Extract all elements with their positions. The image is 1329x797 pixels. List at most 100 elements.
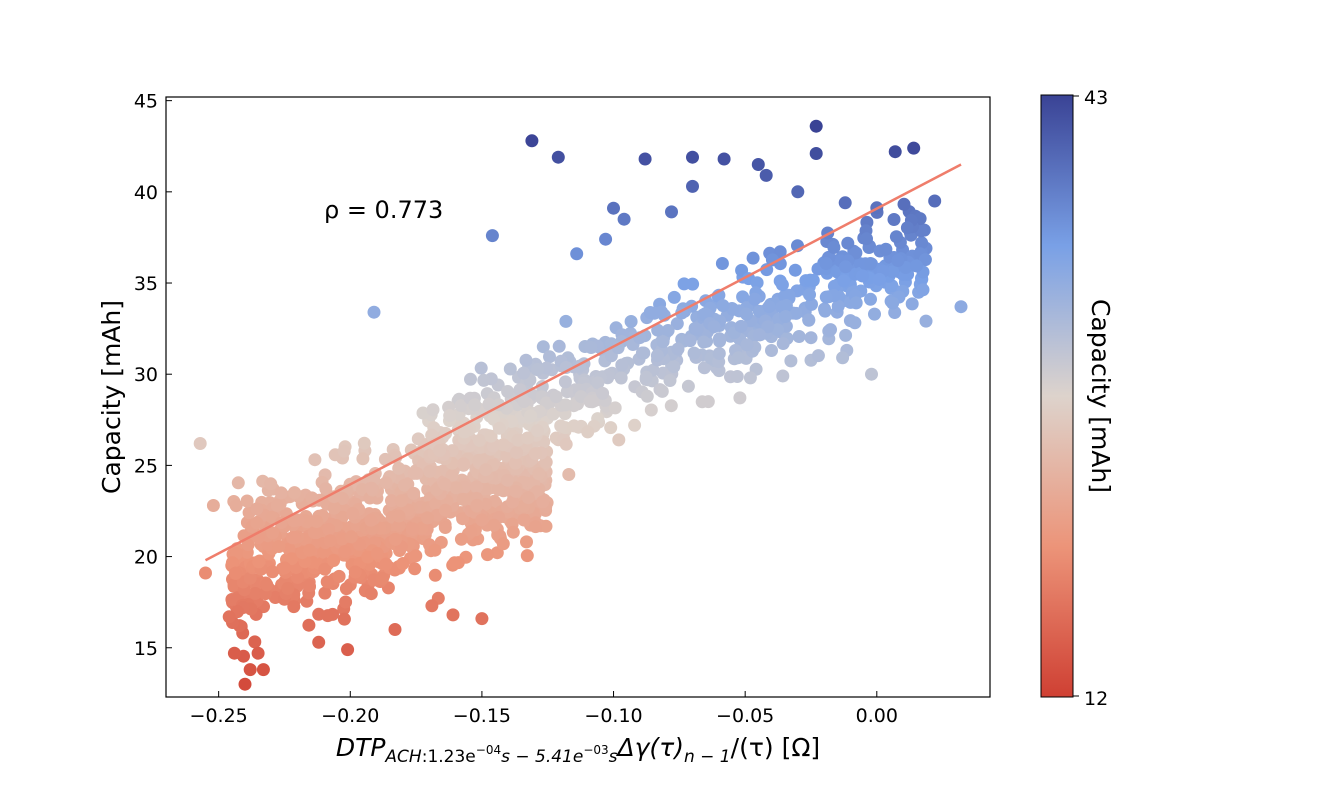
data-point [240,494,254,508]
x-tick-label: −0.10 [584,705,642,727]
data-point [285,552,299,566]
data-point [517,395,531,408]
data-point [919,314,933,328]
data-point [199,566,212,580]
data-point [900,221,914,235]
data-point [599,232,613,246]
data-point [809,147,823,160]
data-point [839,328,853,342]
data-point [640,389,654,403]
data-point [487,518,501,532]
data-point [604,421,618,435]
data-point [270,499,284,512]
data-point [831,299,845,313]
data-point [389,451,403,464]
data-point [697,335,711,349]
data-point [438,503,452,517]
data-point [370,547,384,560]
data-point [736,290,750,304]
data-point [891,254,905,267]
x-label-sup-1: −04 [476,743,501,757]
data-point [364,587,378,601]
data-point [615,358,629,372]
data-point [651,323,665,337]
x-axis: −0.25 −0.20 −0.15 −0.10 −0.05 0.00 [190,691,898,727]
data-point [552,339,566,353]
data-point [423,464,437,478]
data-point [849,296,863,310]
data-point [344,530,358,544]
x-label-sub-a: ACH [384,747,421,767]
data-point [506,525,520,539]
data-point [524,409,538,423]
data-point [650,349,664,363]
data-point [445,468,459,482]
data-point [836,351,850,365]
data-point [322,522,336,536]
data-point [776,337,790,350]
data-point [318,562,332,576]
data-point [909,259,923,273]
data-point [529,520,543,534]
data-point [583,395,597,409]
data-point [789,306,803,320]
data-point [655,305,668,319]
data-point [748,292,762,306]
data-point [918,253,932,267]
data-point [686,150,699,164]
data-point [730,370,744,383]
data-point [264,477,278,491]
data-points [193,119,968,691]
data-point [454,399,468,413]
data-point [357,436,371,450]
data-point [558,375,572,389]
data-point [713,332,726,346]
data-point [482,397,496,411]
data-point [394,494,408,508]
data-point [454,532,468,546]
x-tick-label: −0.05 [716,705,774,727]
data-point [838,196,852,210]
plot-area-frame [165,96,991,698]
data-point [392,519,406,533]
data-point [406,522,420,536]
data-point [581,425,595,439]
data-point [506,495,520,509]
data-point [529,447,542,461]
data-point [743,371,757,385]
data-point [272,540,286,553]
data-point [206,499,220,512]
data-point [928,194,942,208]
data-point [302,618,316,632]
data-point [225,556,239,570]
data-point [543,350,556,364]
data-point [287,600,301,614]
data-point [396,557,410,570]
data-point [637,346,651,360]
data-point [428,568,442,582]
data-point [864,292,877,306]
data-point [779,310,793,323]
data-point [302,543,316,557]
data-point [458,425,471,439]
data-point [562,468,576,481]
data-point [477,373,491,387]
data-point [824,323,837,337]
data-point [339,582,353,596]
data-point [484,429,498,443]
data-point [536,495,550,509]
x-tick-label: −0.20 [321,705,379,727]
data-point [536,340,550,354]
data-point [546,407,560,421]
data-point [323,534,337,548]
y-tick-label: 35 [134,273,158,295]
data-point [782,288,796,302]
data-point [617,212,631,226]
data-point [802,313,816,327]
y-tick-label: 25 [134,455,158,477]
x-label-sub-b: :1.23e [422,747,476,767]
data-point [734,319,748,333]
data-point [231,476,245,490]
data-point [473,433,486,447]
